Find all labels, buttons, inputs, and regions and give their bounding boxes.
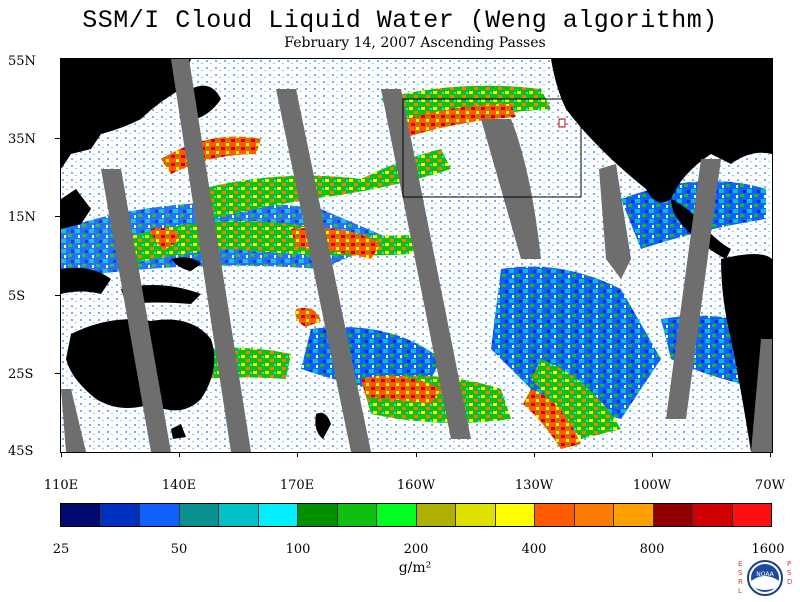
lon-tick: [416, 452, 417, 457]
colorbar-swatch: [693, 504, 733, 526]
logo-letter: R: [738, 578, 743, 586]
colorbar-swatch: [574, 504, 614, 526]
lat-label-5s: 5S: [8, 289, 26, 304]
colorbar-swatch: [179, 504, 219, 526]
map-subtitle: February 14, 2007 Ascending Passes: [284, 35, 546, 51]
colorbar-swatch: [140, 504, 180, 526]
colorbar-swatch: [61, 504, 101, 526]
colorbar-swatch: [298, 504, 338, 526]
logo-letter: P: [787, 560, 791, 568]
lon-label-100w: 100W: [632, 478, 672, 493]
colorbar-swatch: [258, 504, 298, 526]
colorbar-swatch: [614, 504, 654, 526]
lat-label-55n: 55N: [8, 54, 36, 69]
colorbar-swatch: [653, 504, 693, 526]
colorbar-label-200: 200: [403, 542, 429, 557]
lat-tick: [55, 216, 60, 217]
lon-label-140e: 140E: [161, 478, 197, 493]
logo-letter: S: [738, 569, 743, 577]
colorbar-label-50: 50: [170, 542, 188, 557]
colorbar-swatch: [732, 504, 771, 526]
logo-letter: E: [738, 560, 742, 568]
logo-noaa-text: NOAA: [756, 571, 774, 578]
lon-tick: [61, 452, 62, 457]
lon-label-110e: 110E: [43, 478, 79, 493]
lon-tick: [179, 452, 180, 457]
noaa-esrl-psd-logo: E S R L NOAA P S D: [735, 556, 795, 598]
lon-tick: [652, 452, 653, 457]
colorbar-swatch: [219, 504, 259, 526]
colorbar-swatch: [100, 504, 140, 526]
cloud-liquid-water-map: [60, 58, 773, 453]
colorbar-swatch: [495, 504, 535, 526]
colorbar-label-800: 800: [639, 542, 665, 557]
lat-label-15n: 15N: [8, 210, 36, 225]
colorbar-label-100: 100: [285, 542, 311, 557]
lat-label-35n: 35N: [8, 132, 36, 147]
lon-label-70w: 70W: [755, 478, 785, 493]
colorbar-label-25: 25: [52, 542, 70, 557]
lat-tick: [55, 138, 60, 139]
colorbar-swatch: [416, 504, 456, 526]
colorbar-label-400: 400: [521, 542, 547, 557]
colorbar-swatch: [337, 504, 377, 526]
lon-label-130w: 130W: [514, 478, 554, 493]
logo-letter: D: [787, 578, 792, 586]
map-canvas: [61, 59, 772, 452]
lon-tick: [297, 452, 298, 457]
colorbar-unit-label: g/m²: [398, 560, 432, 576]
lon-label-170e: 170E: [279, 478, 315, 493]
logo-letter: L: [738, 587, 742, 595]
lon-label-160w: 160W: [396, 478, 436, 493]
lat-tick: [55, 373, 60, 374]
logo-letter: S: [787, 569, 792, 577]
map-title: SSM/I Cloud Liquid Water (Weng algorithm…: [82, 6, 718, 35]
lon-tick: [534, 452, 535, 457]
lon-tick: [770, 452, 771, 457]
colorbar: [60, 503, 772, 527]
colorbar-label-1600: 1600: [751, 542, 785, 557]
colorbar-swatch: [456, 504, 496, 526]
colorbar-swatch: [377, 504, 417, 526]
lat-label-25s: 25S: [8, 367, 34, 382]
lat-label-45s: 45S: [8, 444, 34, 459]
lat-tick: [55, 295, 60, 296]
colorbar-swatch: [535, 504, 575, 526]
